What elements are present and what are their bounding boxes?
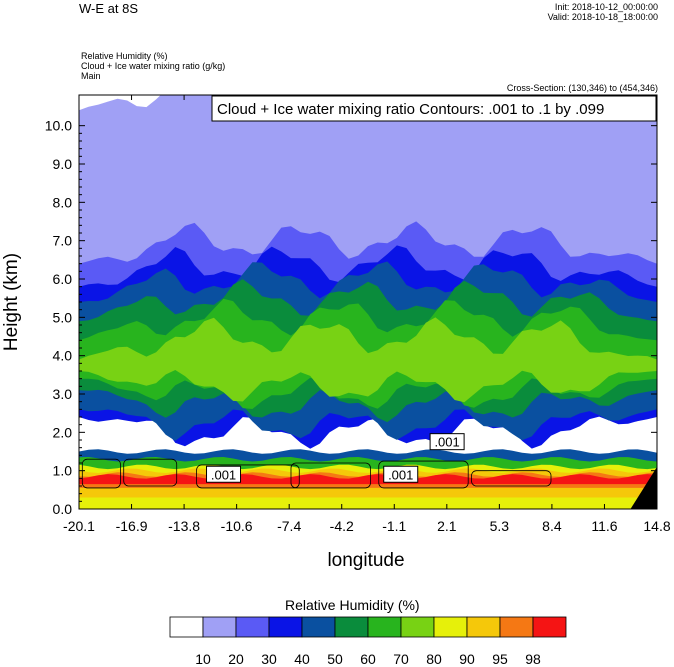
y-tick-label: 5.0 [53,309,73,325]
y-tick-label: 10.0 [45,118,72,134]
contour-info-box [211,95,657,122]
x-tick-label: 11.6 [591,518,617,534]
cloud-contour [290,462,371,489]
y-tick-label: 4.0 [53,348,73,364]
y-tick-label: 8.0 [53,194,73,210]
colorbar-label: 10 [195,651,211,667]
plot-title: W-E at 8S [79,1,139,16]
contour-label-box [383,465,419,483]
x-tick-label: 5.3 [490,518,510,534]
colorbar-swatch [169,616,204,638]
colorbar-label: 70 [393,651,409,667]
field-label-cloud: Cloud + Ice water mixing ratio (g/kg) [81,61,226,71]
cloud-contour [471,470,552,487]
colorbar-swatch [301,616,336,638]
colorbar-swatch [466,616,501,638]
colorbar-label: 98 [525,651,541,667]
x-tick-label: -20.1 [63,518,95,534]
cross-section-label: Cross-Section: (130,346) to (454,346) [506,83,658,93]
x-axis-label: longitude [327,550,404,571]
contour-label-box [429,433,465,451]
y-tick-label: 6.0 [53,271,73,287]
valid-time: Valid: 2018-10-18_18:00:00 [547,12,658,22]
rh-layer-7 [79,317,657,403]
colorbar-swatch [400,616,435,638]
x-tick-label: 8.4 [542,518,562,534]
y-tick-label: 7.0 [53,233,73,249]
y-tick-label: 9.0 [53,156,73,172]
x-tick-label: -4.2 [330,518,354,534]
colorbar-swatch [235,616,270,638]
colorbar-swatch [202,616,237,638]
y-axis-label: Height (km) [1,253,22,351]
colorbar-label: 20 [228,651,244,667]
colorbar-label: 40 [294,651,310,667]
x-tick-label: -1.1 [382,518,406,534]
colorbar-label: 95 [492,651,508,667]
cloud-contour [378,460,469,489]
init-time: Init: 2018-10-12_00:00:00 [554,2,658,12]
colorbar-swatch [367,616,402,638]
colorbar-swatch [433,616,468,638]
contour-value-label: .001 [434,435,459,450]
x-tick-label: -13.8 [168,518,200,534]
cloud-contour [196,464,300,489]
cloud-contour [123,458,178,487]
colorbar-title: Relative Humidity (%) [285,597,420,613]
y-tick-label: 0.0 [53,501,73,517]
x-tick-label: 14.8 [643,518,670,534]
field-label-rh: Relative Humidity (%) [81,51,168,61]
colorbar-swatch [268,616,303,638]
contour-info-label: Cloud + Ice water mixing ratio Contours:… [217,101,604,118]
colorbar-swatch [532,616,567,638]
x-tick-label: -7.4 [277,518,301,534]
y-tick-label: 2.0 [53,424,73,440]
terrain-fill [630,466,657,509]
y-tick-label: 1.0 [53,463,73,479]
cloud-contour [81,458,121,489]
contour-label-box [206,465,242,483]
colorbar-label: 80 [426,651,442,667]
colorbar-label: 30 [261,651,277,667]
colorbar-swatch [499,616,534,638]
x-tick-label: -16.9 [116,518,148,534]
field-label-main: Main [81,71,101,81]
colorbar-label: 50 [327,651,343,667]
contour-value-label: .001 [211,467,236,482]
colorbar-label: 60 [360,651,376,667]
colorbar-label: 90 [459,651,475,667]
x-tick-label: 2.1 [437,518,457,534]
contour-value-label: .001 [388,467,413,482]
colorbar-swatch [334,616,369,638]
x-tick-label: -10.6 [221,518,253,534]
boundary-layer-11 [79,474,657,485]
y-tick-label: 3.0 [53,386,73,402]
